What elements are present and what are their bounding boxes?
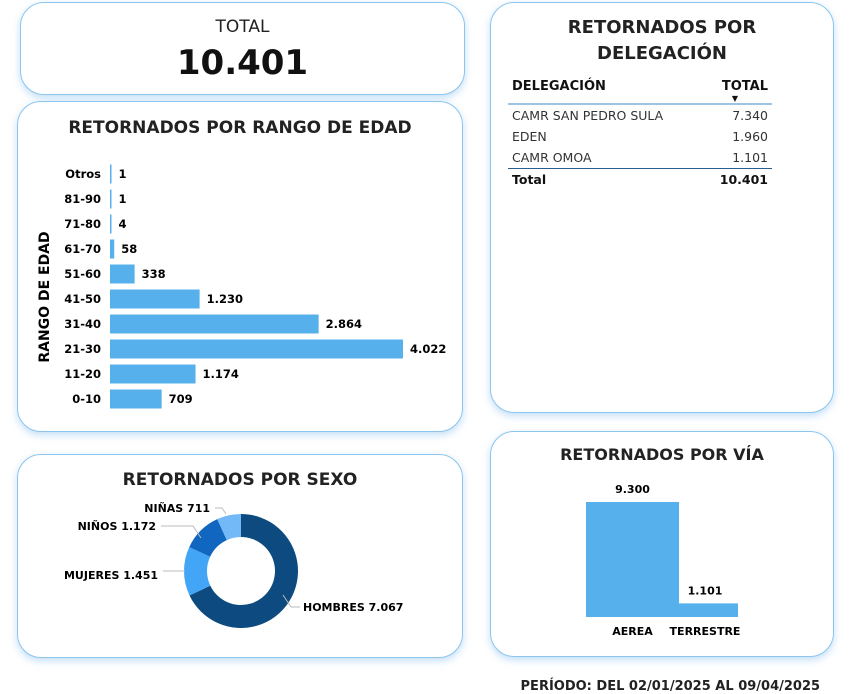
age-bar: [110, 389, 162, 409]
age-data-label: 4.022: [410, 342, 446, 356]
delegation-title-line1: RETORNADOS POR: [567, 17, 757, 38]
donut-label: MUJERES 1.451: [64, 569, 158, 582]
leader-line: [215, 507, 227, 515]
total-label: TOTAL: [215, 17, 270, 37]
row-value: 1.101: [732, 150, 768, 165]
donut-slice: [189, 519, 227, 557]
col-header-delegacion[interactable]: DELEGACIÓN: [512, 79, 606, 94]
col-header-total-label: TOTAL: [721, 79, 768, 94]
age-tick-label: 81-90: [64, 192, 101, 206]
age-data-label: 58: [121, 242, 137, 256]
donut-label: NIÑAS 711: [144, 502, 210, 515]
via-data-label: 9.300: [615, 483, 650, 496]
via-chart: 9.300 AEREA 1.101 TERRESTRE: [586, 483, 741, 638]
age-tick-label: 11-20: [64, 367, 101, 381]
via-tick-label: TERRESTRE: [670, 625, 741, 638]
row-name: CAMR OMOA: [512, 150, 592, 165]
via-tick-label: AEREA: [612, 625, 653, 638]
period-mid: AL: [715, 679, 734, 694]
delegation-title-line2: DELEGACIÓN: [597, 43, 727, 64]
period-from: 02/01/2025: [628, 679, 711, 694]
period-label: PERÍODO: DEL: [520, 679, 625, 694]
table-row: CAMR OMOA 1.101: [508, 147, 772, 169]
age-data-label: 4: [119, 217, 127, 231]
table-row: CAMR SAN PEDRO SULA 7.340: [508, 104, 772, 126]
age-bar: [110, 239, 115, 259]
period-to: 09/04/2025: [738, 679, 821, 694]
donut-slice: [217, 514, 241, 541]
row-value: 1.960: [732, 129, 768, 144]
via-chart-title: RETORNADOS POR VÍA: [560, 445, 764, 464]
age-data-label: 1.174: [203, 367, 239, 381]
donut-label: NIÑOS 1.172: [78, 520, 156, 533]
via-bar: [586, 502, 679, 617]
donut-label: HOMBRES 7.067: [303, 601, 403, 614]
total-value: 10.401: [176, 43, 309, 83]
age-chart-title: RETORNADOS POR RANGO DE EDAD: [68, 118, 412, 138]
age-tick-label: 21-30: [64, 342, 101, 356]
donut-slice: [189, 514, 298, 628]
age-bar: [110, 339, 403, 359]
age-data-label: 1: [119, 167, 127, 181]
sort-desc-icon: ▼: [731, 94, 738, 103]
age-bar: [110, 189, 112, 209]
age-bar: [110, 289, 200, 309]
age-data-label: 1: [119, 192, 127, 206]
age-axis-label: RANGO DE EDAD: [37, 231, 53, 362]
age-data-label: 1.230: [207, 292, 243, 306]
age-tick-label: 41-50: [64, 292, 101, 306]
age-tick-label: Otros: [65, 167, 101, 181]
age-tick-label: 0-10: [72, 392, 101, 406]
sex-chart-card: RETORNADOS POR SEXO HOMBRES 7.067 MUJERES…: [17, 454, 463, 658]
sex-chart-title: RETORNADOS POR SEXO: [122, 470, 358, 490]
age-chart-card: RETORNADOS POR RANGO DE EDAD RANGO DE ED…: [17, 101, 463, 432]
total-card: TOTAL 10.401: [20, 2, 465, 95]
sex-chart: HOMBRES 7.067 MUJERES 1.451 NIÑOS 1.172 NIÑ…: [64, 502, 403, 628]
age-bar: [110, 164, 112, 184]
age-tick-label: 71-80: [64, 217, 101, 231]
leader-line: [282, 594, 300, 608]
age-bar: [110, 214, 112, 234]
age-data-label: 2.864: [326, 317, 362, 331]
age-bar: [110, 364, 196, 384]
age-data-label: 338: [142, 267, 166, 281]
table-total-row: Total 10.401: [508, 169, 772, 191]
age-tick-label: 31-40: [64, 317, 101, 331]
delegation-card: RETORNADOS POR DELEGACIÓN DELEGACIÓN TOT…: [490, 2, 834, 413]
row-name: EDEN: [512, 129, 547, 144]
delegation-table: DELEGACIÓN TOTAL ▼ CAMR SAN PEDRO SULA 7.3…: [508, 75, 772, 190]
via-bar: [672, 603, 738, 617]
via-data-label: 1.101: [688, 584, 723, 597]
leader-line: [161, 525, 202, 539]
total-row-label: Total: [512, 172, 547, 187]
via-chart-card: RETORNADOS POR VÍA 9.300 AEREA 1.101 TERRES…: [490, 431, 834, 657]
age-bar: [110, 314, 319, 334]
row-value: 7.340: [732, 108, 768, 123]
period-text: PERÍODO: DEL 02/01/2025 AL 09/04/2025: [516, 664, 821, 694]
age-tick-label: 51-60: [64, 267, 101, 281]
table-row: EDEN 1.960: [508, 126, 772, 147]
age-data-label: 709: [169, 392, 193, 406]
age-bar: [110, 264, 135, 284]
row-name: CAMR SAN PEDRO SULA: [512, 108, 664, 123]
age-tick-label: 61-70: [64, 242, 101, 256]
donut-slice: [183, 547, 211, 596]
age-chart: RANGO DE EDAD Otros 1 81-90 1 71-80 4 61-70 58 51…: [37, 164, 446, 409]
col-header-total[interactable]: TOTAL ▼: [703, 75, 772, 104]
total-row-value: 10.401: [719, 172, 768, 187]
